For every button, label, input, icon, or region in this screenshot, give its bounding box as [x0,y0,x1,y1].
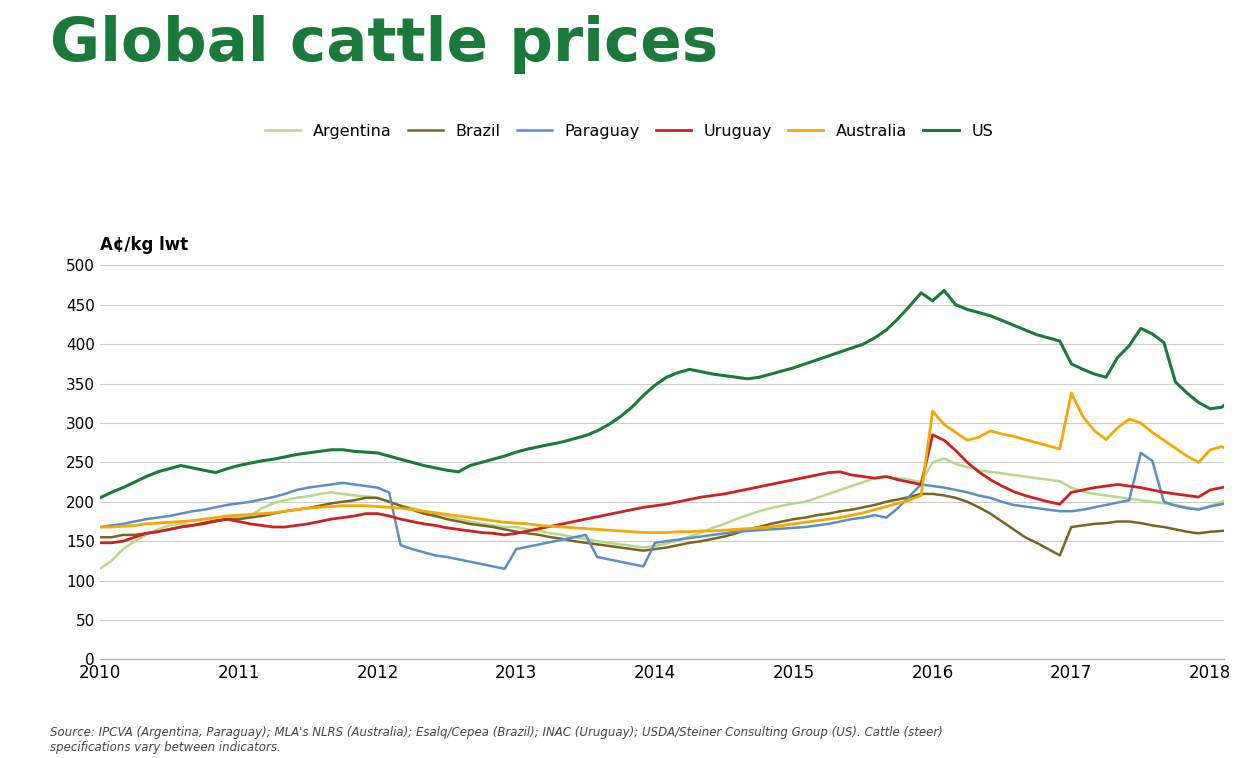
Text: A¢/kg lwt: A¢/kg lwt [100,236,189,254]
Argentina [613,540,628,549]
Line: US: US [100,290,1249,498]
Australia [1064,388,1079,397]
Uruguay [983,475,998,484]
Uruguay [255,521,270,530]
Brazil [1053,551,1068,560]
Australia [104,522,119,531]
Line: Argentina: Argentina [100,459,1249,568]
Paraguay [567,533,582,542]
Paraguay [972,491,987,500]
US [92,493,107,503]
Line: Paraguay: Paraguay [100,453,1249,568]
Australia [983,426,998,435]
Uruguay [92,538,107,547]
US [255,456,270,465]
Text: Source: IPCVA (Argentina, Paraguay); MLA's NLRS (Australia); Esalq/Cepea (Brazil: Source: IPCVA (Argentina, Paraguay); MLA… [50,726,943,754]
US [937,286,952,295]
US [983,312,998,321]
Brazil [255,512,270,521]
Argentina [92,564,107,573]
Brazil [913,490,928,499]
Brazil [972,503,987,512]
Brazil [613,543,628,552]
Paraguay [1133,449,1148,458]
Paraguay [92,522,107,531]
Paraguay [497,564,512,573]
Paraguay [624,559,639,568]
US [104,488,119,497]
Australia [636,528,651,537]
Paraguay [255,495,270,504]
Argentina [983,467,998,476]
Uruguay [613,508,628,517]
Argentina [972,465,987,475]
Line: Australia: Australia [100,393,1249,533]
Australia [92,522,107,531]
Brazil [555,534,570,543]
Australia [255,509,270,518]
Text: Global cattle prices: Global cattle prices [50,15,718,74]
Line: Uruguay: Uruguay [100,435,1249,543]
US [972,308,987,317]
Paraguay [104,521,119,530]
US [613,412,628,421]
Paraguay [983,493,998,503]
Argentina [104,556,119,565]
Brazil [983,509,998,518]
Line: Brazil: Brazil [100,494,1249,556]
Australia [613,526,628,535]
Argentina [937,454,952,463]
Australia [972,433,987,442]
Argentina [255,503,270,512]
Legend: Argentina, Brazil, Paraguay, Uruguay, Australia, US: Argentina, Brazil, Paraguay, Uruguay, Au… [265,124,993,139]
Uruguay [972,467,987,476]
Uruguay [926,431,940,440]
Uruguay [104,538,119,547]
Australia [555,522,570,531]
Brazil [92,533,107,542]
Brazil [104,533,119,542]
